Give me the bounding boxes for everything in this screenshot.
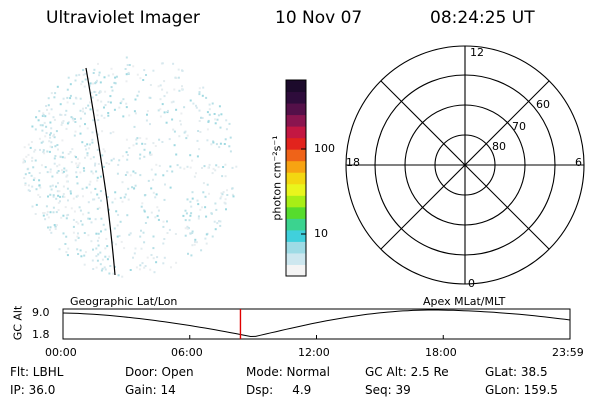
info-gain: Gain: 14 bbox=[125, 383, 176, 397]
time-label: 08:24:25 UT bbox=[430, 8, 535, 28]
colorbar-cell bbox=[286, 229, 306, 242]
colorbar-cell bbox=[286, 80, 306, 93]
x-tick-2359: 23:59 bbox=[552, 346, 584, 359]
info-gc-alt: GC Alt: 2.5 Re bbox=[365, 365, 449, 379]
info-glon: GLon: 159.5 bbox=[485, 383, 558, 397]
colorbar-cell bbox=[286, 149, 306, 162]
colorbar-cell bbox=[286, 114, 306, 127]
colorbar-cell bbox=[286, 137, 306, 150]
colorbar-cell bbox=[286, 252, 306, 265]
info-door: Door: Open bbox=[125, 365, 194, 379]
colorbar-cell bbox=[286, 172, 306, 185]
x-tick-1800: 18:00 bbox=[425, 346, 457, 359]
strip-right-title: Apex MLat/MLT bbox=[423, 295, 506, 308]
info-dsp: Dsp: 4.9 bbox=[246, 383, 312, 397]
gc-alt-axis-label: GC Alt bbox=[11, 305, 25, 341]
x-tick-1200: 12:00 bbox=[298, 346, 330, 359]
polar-plot bbox=[345, 45, 585, 285]
mlt-label-0: 0 bbox=[468, 277, 475, 290]
mlat-label-70: 70 bbox=[512, 120, 526, 133]
colorbar-cell bbox=[286, 264, 306, 277]
x-tick-0600: 06:00 bbox=[171, 346, 203, 359]
colorbar-cell bbox=[286, 241, 306, 254]
colorbar-unit-label: photon cm⁻²s⁻¹ bbox=[270, 135, 284, 221]
date-label: 10 Nov 07 bbox=[275, 8, 363, 28]
colorbar-cell bbox=[286, 195, 306, 208]
terminator-line bbox=[85, 67, 116, 276]
info-ip: IP: 36.0 bbox=[10, 383, 56, 397]
info-glat: GLat: 38.5 bbox=[485, 365, 548, 379]
polar-diagonal-2 bbox=[380, 80, 550, 250]
info-mode: Mode: Normal bbox=[246, 365, 330, 379]
mlt-label-12: 12 bbox=[470, 46, 484, 59]
colorbar-cell bbox=[286, 103, 306, 116]
alt-tick-high: 9.0 bbox=[32, 306, 50, 319]
mlat-label-80: 80 bbox=[492, 140, 506, 153]
info-seq: Seq: 39 bbox=[365, 383, 411, 397]
colorbar bbox=[285, 79, 307, 277]
x-tick-0000: 00:00 bbox=[45, 346, 77, 359]
colorbar-label-100: 100 bbox=[314, 142, 335, 155]
uv-image bbox=[22, 56, 238, 278]
colorbar-cell bbox=[286, 183, 306, 196]
mlat-label-60: 60 bbox=[536, 98, 550, 111]
colorbar-cell bbox=[286, 160, 306, 173]
colorbar-cell bbox=[286, 91, 306, 104]
mlt-label-6: 6 bbox=[575, 156, 582, 169]
altitude-curve bbox=[62, 309, 571, 338]
info-filter: Flt: LBHL bbox=[10, 365, 64, 379]
mlt-label-18: 18 bbox=[346, 156, 360, 169]
strip-left-title: Geographic Lat/Lon bbox=[70, 295, 178, 308]
instrument-title: Ultraviolet Imager bbox=[46, 8, 200, 28]
colorbar-cell bbox=[286, 206, 306, 219]
colorbar-cell bbox=[286, 126, 306, 139]
alt-tick-low: 1.8 bbox=[32, 328, 50, 341]
colorbar-label-10: 10 bbox=[314, 227, 328, 240]
altitude-strip bbox=[62, 308, 571, 340]
colorbar-cell bbox=[286, 218, 306, 231]
